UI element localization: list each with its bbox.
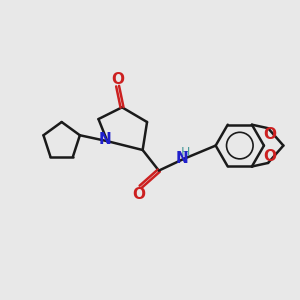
Text: O: O [111, 72, 124, 87]
Text: N: N [176, 151, 188, 166]
Text: H: H [180, 146, 190, 159]
Text: O: O [263, 149, 276, 164]
Text: O: O [133, 187, 146, 202]
Text: N: N [99, 132, 111, 147]
Text: O: O [263, 127, 276, 142]
